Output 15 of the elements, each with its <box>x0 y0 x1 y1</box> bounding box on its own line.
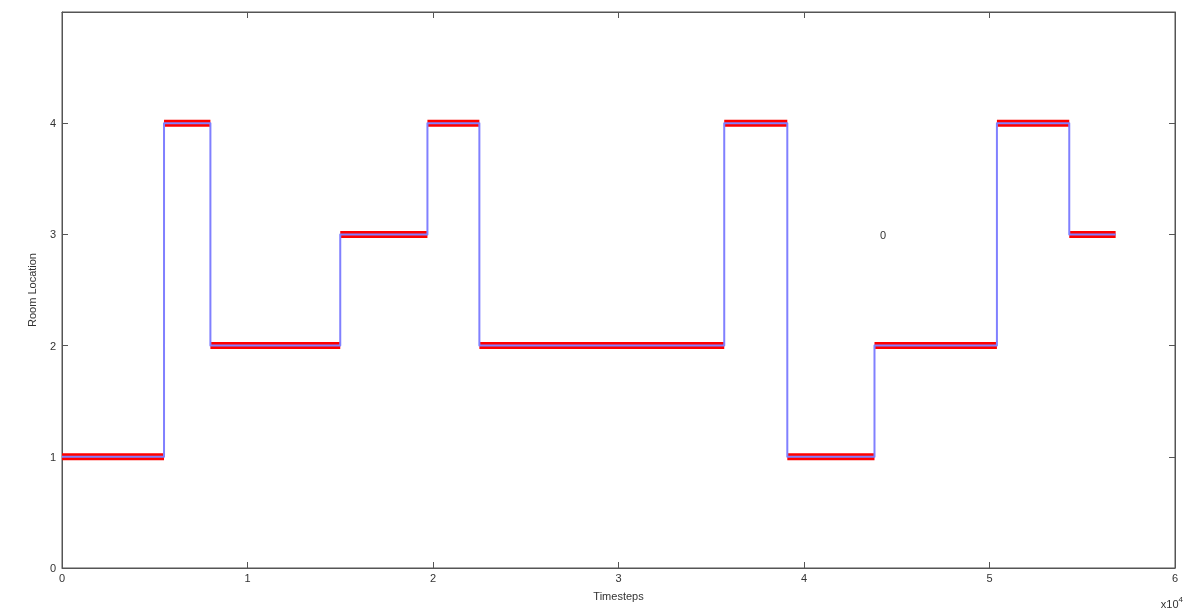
x-tick-label: 2 <box>429 571 437 584</box>
x-tick-label: 5 <box>986 571 993 584</box>
x-tick-label: 1 <box>244 571 251 584</box>
x-tick-label: 0 <box>58 571 66 584</box>
y-tick-label: 1 <box>49 450 56 463</box>
x-tick-label: 4 <box>800 571 808 584</box>
y-tick-label: 4 <box>49 117 56 130</box>
y-tick-label: 0 <box>49 562 56 574</box>
x-axis-title: Timesteps <box>593 589 645 602</box>
y-tick-label: 2 <box>49 339 56 352</box>
y-axis-title: Room Location <box>26 253 39 327</box>
x-tick-label: 6 <box>1171 571 1179 584</box>
x-tick-label: 3 <box>615 571 622 584</box>
y-tick-label: 3 <box>49 228 56 241</box>
annotation: 0 <box>880 228 887 241</box>
